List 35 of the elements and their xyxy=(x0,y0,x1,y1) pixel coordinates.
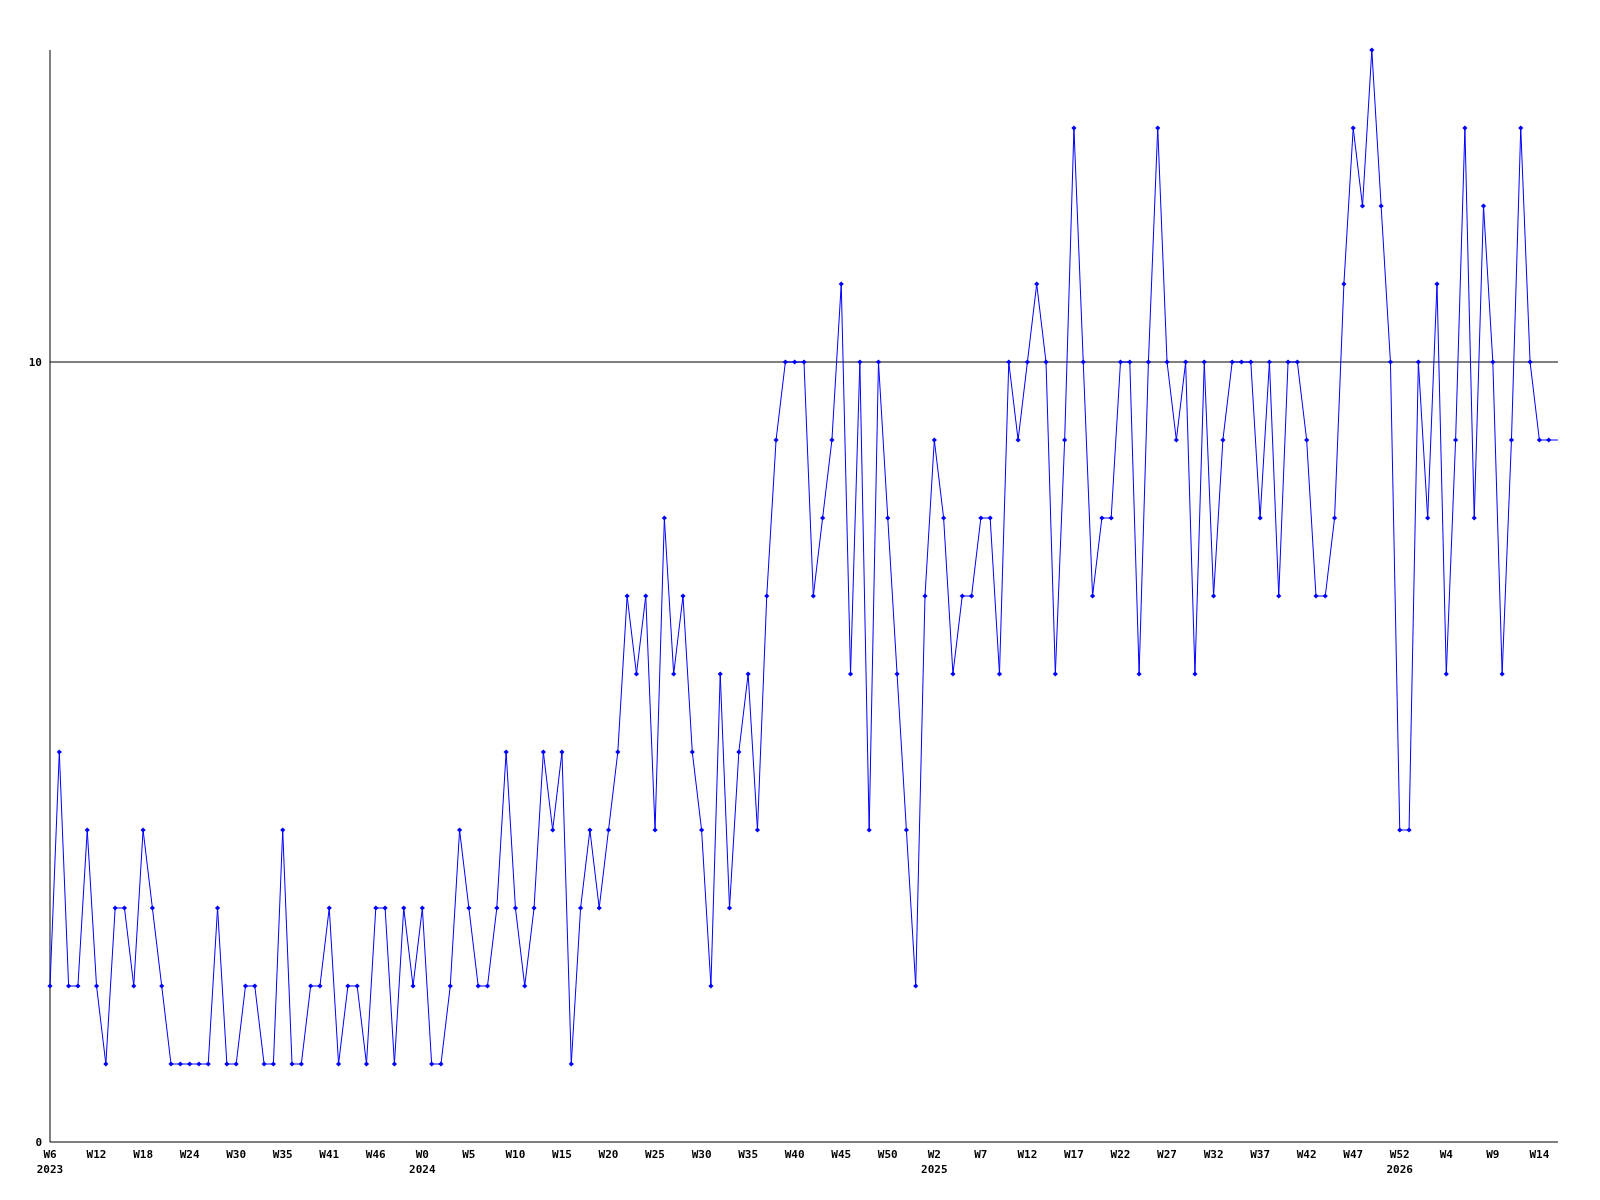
x-tick-label: W27 xyxy=(1157,1148,1177,1161)
x-tick-label: W42 xyxy=(1296,1148,1317,1161)
x-tick-label: W50 xyxy=(877,1148,898,1161)
x-tick-label: W22 xyxy=(1110,1148,1131,1161)
x-tick-label: W5 xyxy=(462,1148,476,1161)
x-tick-label: W0 2024 xyxy=(409,1148,436,1176)
x-tick-label: W9 xyxy=(1486,1148,1500,1161)
x-tick-label: W41 xyxy=(319,1148,340,1161)
x-tick-label: W40 xyxy=(784,1148,805,1161)
x-tick-label: W47 xyxy=(1343,1148,1364,1161)
x-tick-label: W6 2023 xyxy=(36,1148,64,1176)
x-tick-label: W30 xyxy=(691,1148,712,1161)
x-tick-label: W14 xyxy=(1529,1148,1550,1161)
x-tick-label: W12 xyxy=(1017,1148,1038,1161)
x-tick-label: W7 xyxy=(974,1148,988,1161)
x-tick-label: W20 xyxy=(598,1148,619,1161)
x-tick-label: W32 xyxy=(1203,1148,1224,1161)
x-tick-label: W35 xyxy=(272,1148,293,1161)
x-tick-label: W46 xyxy=(365,1148,387,1161)
x-tick-label: W18 xyxy=(133,1148,154,1161)
x-tick-label: W4 xyxy=(1439,1148,1454,1161)
y-tick-label: 10 xyxy=(28,355,42,369)
x-tick-label: W10 xyxy=(505,1148,526,1161)
x-tick-label: W15 xyxy=(552,1148,572,1161)
x-tick-label: W52 2026 xyxy=(1386,1148,1414,1176)
x-tick-label: W30 xyxy=(226,1148,247,1161)
x-tick-label: W2 2025 xyxy=(921,1148,948,1176)
x-tick-label: W12 xyxy=(86,1148,107,1161)
x-tick-label: W37 xyxy=(1250,1148,1271,1161)
x-tick-label: W25 xyxy=(645,1148,665,1161)
x-tick-label: W35 xyxy=(738,1148,759,1161)
y-tick-label: 0 xyxy=(35,1135,42,1149)
x-tick-label: W45 xyxy=(831,1148,852,1161)
x-tick-label: W24 xyxy=(179,1148,200,1161)
x-tick-label: W17 xyxy=(1064,1148,1084,1161)
